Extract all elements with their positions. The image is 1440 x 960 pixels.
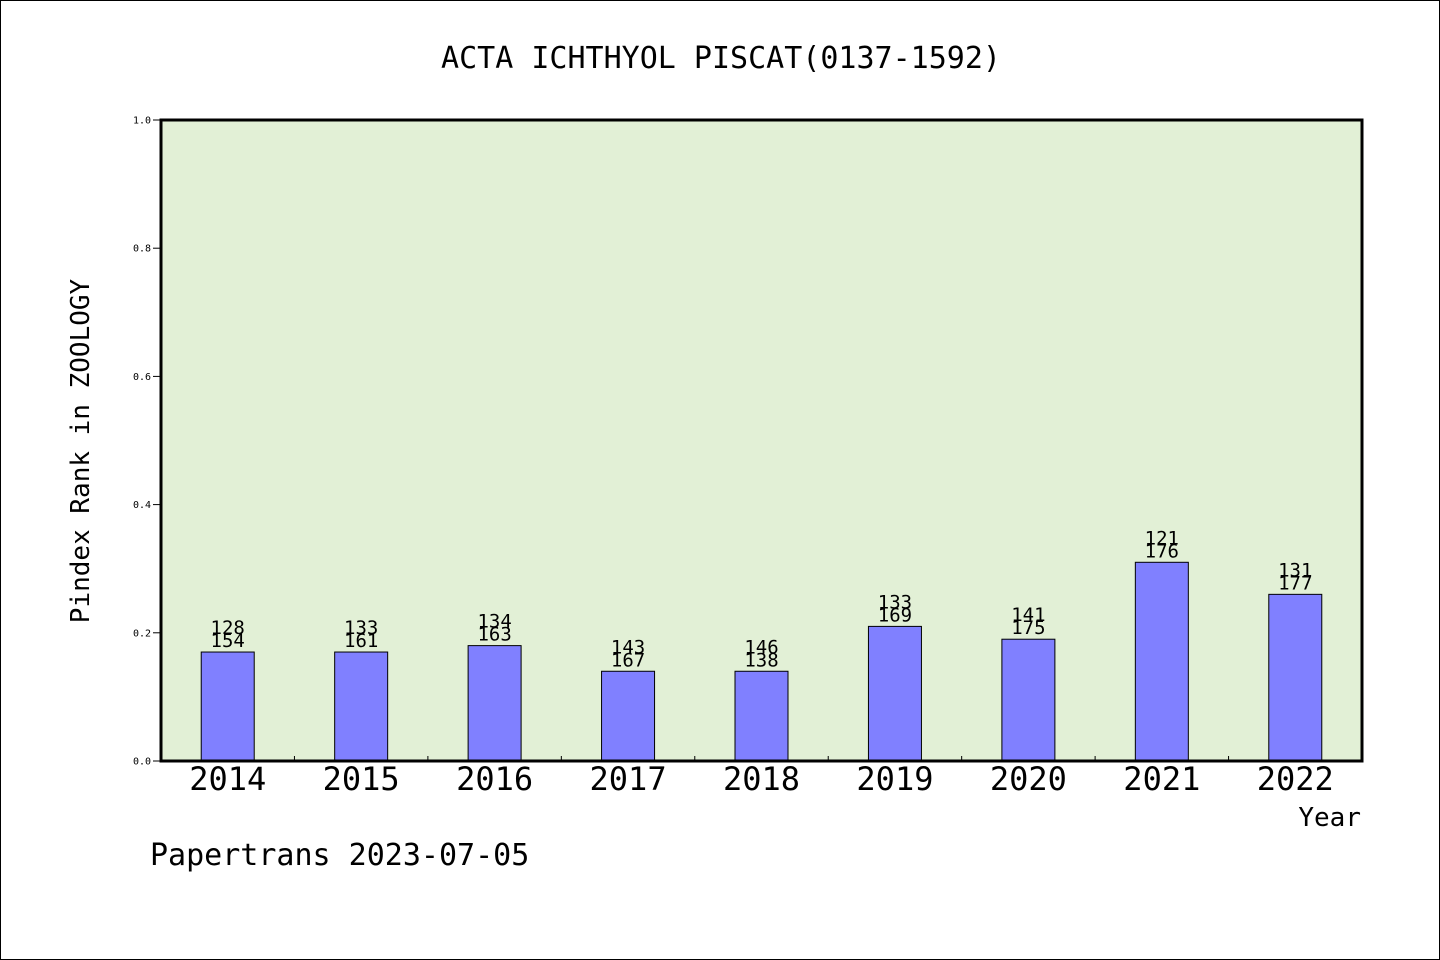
y-tick-label-1.0: 1.0 bbox=[133, 116, 151, 127]
x-tick-label-2018: 2018 bbox=[723, 760, 800, 798]
x-tick-label-2019: 2019 bbox=[856, 760, 933, 798]
data-label-top-2018: 146 bbox=[744, 636, 778, 658]
bar-2019 bbox=[867, 625, 922, 762]
data-label-bottom-2016: 163 bbox=[477, 624, 511, 646]
data-label-top-2020: 141 bbox=[1011, 604, 1045, 626]
x-tick-label-2020: 2020 bbox=[990, 760, 1067, 798]
bar-2022 bbox=[1268, 593, 1323, 762]
data-label-bottom-2021: 176 bbox=[1145, 540, 1179, 562]
y-tick-label-0.4: 0.4 bbox=[133, 500, 151, 511]
data-label-top-2016: 134 bbox=[477, 611, 511, 633]
bar-2020 bbox=[1001, 638, 1056, 762]
x-tick-label-2016: 2016 bbox=[456, 760, 533, 798]
data-label-bottom-2018: 138 bbox=[744, 649, 778, 671]
data-label-top-2022: 131 bbox=[1278, 559, 1312, 581]
x-tick-label-2022: 2022 bbox=[1257, 760, 1334, 798]
footer-source-date: Papertrans 2023-07-05 bbox=[150, 838, 529, 873]
data-label-top-2021: 121 bbox=[1145, 527, 1179, 549]
y-tick-label-0.2: 0.2 bbox=[133, 628, 151, 639]
ticks-group: 2014 2015 2016 2017 2018 2019 2020 2021 2022 0.0 0… bbox=[133, 116, 1334, 799]
x-tick-label-2015: 2015 bbox=[323, 760, 400, 798]
bars-group bbox=[200, 561, 1323, 762]
chart-title: ACTA ICHTHYOL PISCAT(0137-1592) bbox=[441, 41, 1001, 76]
data-label-bottom-2020: 175 bbox=[1011, 617, 1045, 639]
y-tick-label-0.0: 0.0 bbox=[133, 757, 151, 768]
bar-2021 bbox=[1134, 561, 1189, 762]
data-label-bottom-2017: 167 bbox=[611, 649, 645, 671]
data-label-bottom-2022: 177 bbox=[1278, 572, 1312, 594]
bar-2014 bbox=[200, 651, 255, 762]
bar-2016 bbox=[467, 645, 522, 762]
plot-frame bbox=[159, 118, 1364, 763]
x-tick-label-2021: 2021 bbox=[1123, 760, 1200, 798]
data-label-top-2015: 133 bbox=[344, 617, 378, 639]
bar-2018 bbox=[734, 670, 789, 762]
y-axis-title: Pindex Rank in ZOOLOGY bbox=[66, 278, 96, 623]
y-tick-label-0.6: 0.6 bbox=[133, 372, 151, 383]
data-label-top-2019: 133 bbox=[878, 591, 912, 613]
x-axis-title: Year bbox=[1298, 803, 1361, 833]
data-label-top-2017: 143 bbox=[611, 636, 645, 658]
bar-2015 bbox=[334, 651, 389, 762]
bar-2017 bbox=[601, 670, 656, 762]
data-label-bottom-2019: 169 bbox=[878, 604, 912, 626]
data-label-top-2014: 128 bbox=[211, 617, 245, 639]
data-label-bottom-2015: 161 bbox=[344, 630, 378, 652]
x-tick-label-2014: 2014 bbox=[189, 760, 266, 798]
data-label-bottom-2014: 154 bbox=[211, 630, 245, 652]
y-tick-label-0.8: 0.8 bbox=[133, 244, 151, 255]
x-tick-label-2017: 2017 bbox=[590, 760, 667, 798]
